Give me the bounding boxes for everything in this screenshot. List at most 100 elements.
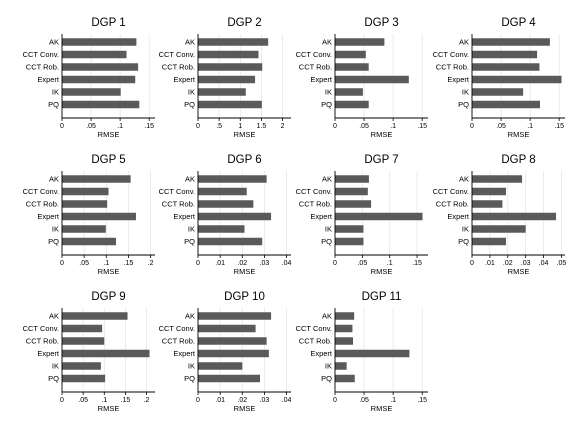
category-label: PQ [321, 100, 332, 109]
bar-cct-conv [62, 187, 109, 196]
x-tick-label: .05 [359, 123, 369, 130]
bar-ik [335, 88, 363, 96]
bar-cct-rob [62, 337, 105, 345]
category-label: AK [459, 175, 469, 184]
category-label: PQ [48, 100, 59, 109]
panel-5: DGP 5 AK CCT Conv. CCT Rob. Expert IK PQ 0 .05 .1… [23, 154, 155, 276]
category-label: AK [49, 38, 59, 47]
category-label: Expert [447, 212, 470, 221]
bar-ak [198, 175, 267, 183]
bar-pq [198, 237, 263, 246]
category-label: CCT Rob. [299, 337, 332, 346]
category-label: PQ [321, 237, 332, 246]
x-tick-label: .01 [215, 397, 225, 404]
bar-cct-rob [62, 200, 108, 208]
category-label: CCT Conv. [296, 324, 332, 333]
category-label: CCT Rob. [26, 200, 59, 209]
category-label: CCT Conv. [296, 50, 332, 59]
bar-cct-conv [335, 187, 368, 196]
category-label: AK [185, 175, 195, 184]
x-tick-label: .15 [144, 123, 154, 130]
x-tick-label: .1 [387, 260, 393, 267]
category-label: CCT Rob. [26, 63, 59, 72]
category-label: AK [185, 38, 195, 47]
bar-pq [335, 100, 369, 109]
bar-expert [472, 75, 562, 84]
bar-cct-rob [62, 63, 139, 71]
category-label: CCT Conv. [23, 187, 59, 196]
bar-pq [335, 237, 364, 246]
category-label: PQ [48, 237, 59, 246]
bar-ik [198, 362, 243, 370]
category-label: CCT Conv. [23, 324, 59, 333]
panel-10: DGP 10 AK CCT Conv. CCT Rob. Expert IK PQ 0 .01.… [159, 291, 292, 413]
category-label: AK [185, 312, 195, 321]
panel-title: DGP 8 [501, 154, 535, 166]
bar-expert [198, 75, 256, 84]
category-label: CCT Rob. [299, 63, 332, 72]
bar-cct-rob [335, 200, 372, 208]
x-tick-label: .5 [216, 123, 222, 130]
x-tick-label: 0 [60, 260, 64, 267]
x-tick-label: .15 [412, 260, 422, 267]
category-label: PQ [458, 237, 469, 246]
bar-cct-conv [335, 50, 366, 59]
bar-pq [335, 374, 355, 383]
bar-expert [198, 349, 269, 358]
bar-cct-rob [198, 337, 267, 345]
category-label: IK [462, 225, 469, 234]
bar-expert [198, 212, 272, 221]
bar-cct-conv [62, 50, 127, 59]
category-label: Expert [447, 75, 470, 84]
x-tick-label: .04 [282, 397, 292, 404]
category-label: AK [322, 38, 332, 47]
x-tick-label: 2 [281, 123, 285, 130]
category-label: PQ [48, 374, 59, 383]
bar-ik [472, 225, 526, 233]
category-label: IK [325, 88, 332, 97]
x-tick-label: 0 [333, 260, 337, 267]
category-label: IK [52, 225, 59, 234]
x-tick-label: 0 [196, 397, 200, 404]
bar-cct-conv [472, 187, 506, 196]
x-tick-label: 1 [238, 123, 242, 130]
category-label: PQ [184, 237, 195, 246]
bar-ak [335, 38, 385, 46]
category-label: IK [52, 88, 59, 97]
bar-pq [62, 237, 117, 246]
panel-3: DGP 3 AK CCT Conv. CCT Rob. Expert IK PQ 0 .05 .1… [296, 17, 428, 139]
bar-cct-conv [335, 324, 353, 333]
x-tick-label: 0 [470, 123, 474, 130]
bar-ak [62, 38, 137, 46]
x-tick-label: .2 [144, 397, 150, 404]
x-axis-label: RMSE [371, 267, 393, 276]
x-tick-label: .05 [496, 123, 506, 130]
category-label: IK [188, 88, 195, 97]
bar-pq [62, 100, 140, 109]
category-label: IK [325, 362, 332, 371]
category-label: CCT Rob. [26, 337, 59, 346]
panel-title: DGP 4 [501, 17, 536, 29]
category-label: IK [52, 362, 59, 371]
category-label: CCT Rob. [436, 200, 469, 209]
x-axis-label: RMSE [98, 404, 120, 413]
category-label: IK [188, 362, 195, 371]
category-label: Expert [310, 212, 333, 221]
bar-ak [335, 312, 355, 320]
bar-cct-conv [198, 50, 259, 59]
x-tick-label: 0 [196, 260, 200, 267]
x-tick-label: .15 [554, 123, 564, 130]
x-tick-label: .03 [260, 260, 270, 267]
bar-ik [335, 225, 364, 233]
bar-cct-rob [472, 200, 503, 208]
bar-cct-rob [198, 63, 263, 71]
x-axis-label: RMSE [234, 267, 256, 276]
bar-ak [472, 175, 523, 183]
x-tick-label: .15 [417, 123, 427, 130]
bar-pq [62, 374, 106, 383]
x-tick-label: .15 [121, 397, 131, 404]
x-tick-label: .1 [390, 397, 396, 404]
bar-cct-conv [198, 324, 256, 333]
panel-1: DGP 1 AK CCT Conv. CCT Rob. Expert IK PQ 0 .05 .1… [23, 17, 155, 139]
x-tick-label: 1.5 [257, 123, 267, 130]
